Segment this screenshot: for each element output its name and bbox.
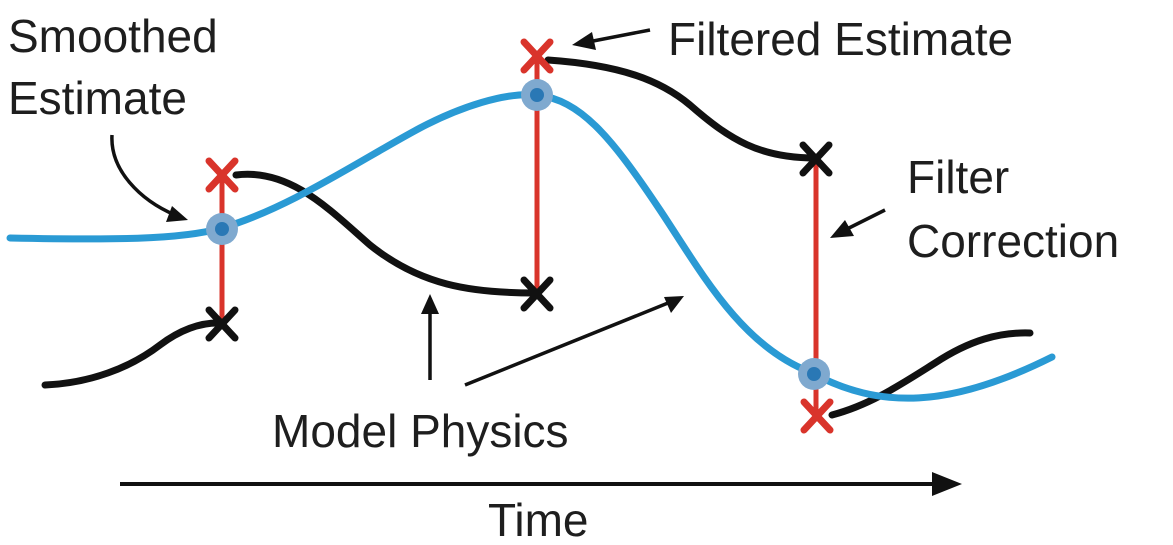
filter-correction-pointer-arrow <box>844 208 886 232</box>
model-physics-segment-2 <box>232 170 539 297</box>
smoothed-marker-3 <box>798 358 830 390</box>
filter-correction-pointer-arrowhead <box>830 220 854 238</box>
smoothed-marker-2 <box>521 79 553 111</box>
filtered-estimate-label: Filtered Estimate <box>668 13 1013 65</box>
filter-correction-label-line1: Filter <box>907 151 1009 203</box>
filtered-marker-1 <box>205 157 239 193</box>
model-physics-pointer-right <box>464 301 669 387</box>
forecast-marker-2 <box>520 276 554 312</box>
model-physics-segment-1 <box>41 319 226 389</box>
filter-correction-label-line2: Correction <box>907 215 1119 267</box>
model-physics-pointer-left-arrowhead <box>421 294 439 314</box>
filtered-marker-3 <box>800 398 834 434</box>
filtered-marker-2 <box>520 38 554 74</box>
forecast-marker-1 <box>205 306 239 342</box>
forecast-marker-3 <box>799 141 833 177</box>
model-physics-pointer-right-arrowhead <box>664 296 684 313</box>
smoothed-estimate-label-line2: Estimate <box>8 72 187 124</box>
smoothed-marker-1 <box>206 213 238 245</box>
time-label: Time <box>488 494 589 545</box>
time-axis-arrowhead <box>932 472 962 496</box>
model-physics-segment-3 <box>544 56 819 162</box>
filtered-pointer-arrowhead <box>572 32 596 50</box>
smoothed-estimate-curve <box>6 91 1056 402</box>
filtered-pointer-arrow <box>587 28 651 44</box>
model-physics-segment-4 <box>828 329 1034 419</box>
smoothed-pointer-arrow <box>110 134 176 217</box>
model-physics-label: Model Physics <box>272 405 569 457</box>
smoothed-estimate-label-line1: Smoothed <box>8 10 218 62</box>
smoothed-pointer-arrowhead <box>166 206 188 222</box>
